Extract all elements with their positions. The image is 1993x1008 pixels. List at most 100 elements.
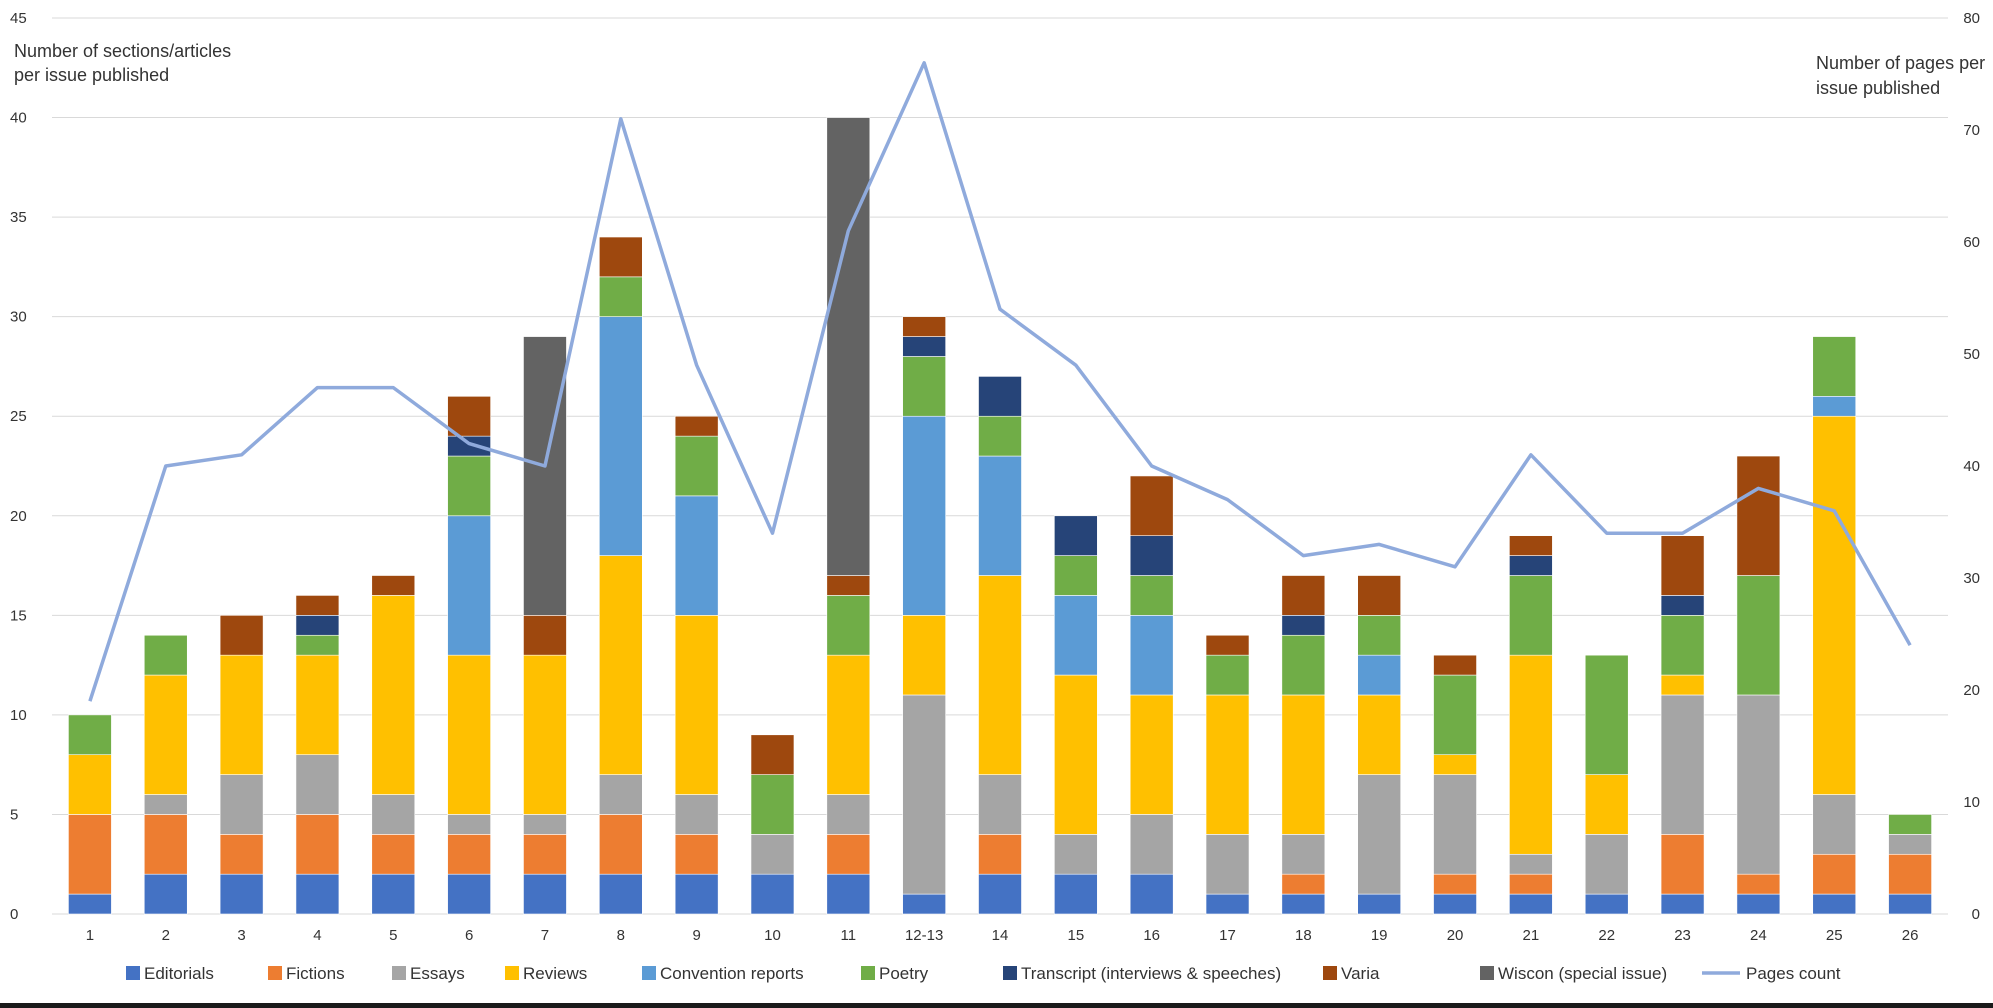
bar-segment-poetry-11 <box>826 595 871 656</box>
bar-segment-editorials-15 <box>1054 873 1098 915</box>
bar-segment-transcript-interviews-speeches-14 <box>978 376 1022 417</box>
x-tick-label-24: 24 <box>1750 927 1767 944</box>
bar-segment-editorials-2 <box>143 873 188 915</box>
bar-segment-fictions-14 <box>978 834 1022 875</box>
bar-stack-22 <box>1584 654 1629 915</box>
x-tick-label-10: 10 <box>764 927 781 944</box>
legend-swatch-varia <box>1323 966 1337 980</box>
bar-segment-varia-6 <box>447 396 491 437</box>
bar-segment-editorials-1 <box>68 893 112 915</box>
x-axis-ticks: 1 2 3 4 5 6 7 8 9 10 11 12-13 14 15 16 17 18 19 20 21 22 23 24… <box>86 927 1919 944</box>
bar-segment-essays-25 <box>1812 794 1857 855</box>
right-axis-title-line-1: Number of pages per <box>1816 53 1985 73</box>
bar-segment-editorials-11 <box>826 873 871 915</box>
bar-segment-poetry-9 <box>674 435 719 497</box>
bar-segment-reviews-15 <box>1054 674 1098 835</box>
bar-segment-varia-24 <box>1736 455 1781 576</box>
bar-segment-reviews-7 <box>523 654 567 815</box>
bar-segment-reviews-17 <box>1205 694 1250 835</box>
bar-segment-transcript-interviews-speeches-4 <box>295 615 340 636</box>
bar-stack-20 <box>1433 654 1477 915</box>
bar-segment-fictions-26 <box>1888 853 1932 895</box>
bar-segment-varia-20 <box>1433 654 1477 676</box>
x-tick-label-5: 5 <box>389 927 397 944</box>
x-tick-label-20: 20 <box>1447 927 1464 944</box>
bar-segment-varia-5 <box>371 575 416 596</box>
legend-label-varia: Varia <box>1341 964 1380 983</box>
bar-segment-transcript-interviews-speeches-21 <box>1509 555 1553 576</box>
bar-segment-essays-15 <box>1054 834 1098 875</box>
bar-segment-essays-18 <box>1281 834 1326 875</box>
legend-label-wiscon-special-issue: Wiscon (special issue) <box>1498 964 1667 983</box>
right-tick-label-50: 50 <box>1963 346 1980 363</box>
left-axis-ticks: 0 5 10 15 20 25 30 35 40 45 <box>10 10 27 923</box>
bar-segment-reviews-4 <box>295 654 340 756</box>
right-axis-title: Number of pages per issue published <box>1816 53 1990 98</box>
bar-segment-editorials-4 <box>295 873 340 915</box>
bar-segment-editorials-24 <box>1736 893 1781 915</box>
bar-segment-essays-23 <box>1660 694 1705 835</box>
legend-swatch-essays <box>392 966 406 980</box>
bar-segment-essays-20 <box>1433 774 1477 875</box>
bar-segment-editorials-10 <box>750 873 795 915</box>
bar-segment-fictions-25 <box>1812 853 1857 895</box>
legend-item-editorials: Editorials <box>126 964 214 983</box>
bar-segment-fictions-21 <box>1509 873 1553 895</box>
x-tick-label-15: 15 <box>1067 927 1084 944</box>
bar-segment-convention-reports-25 <box>1812 396 1857 417</box>
bar-segment-reviews-14 <box>978 575 1022 775</box>
left-tick-label-15: 15 <box>10 607 27 624</box>
bar-segment-fictions-7 <box>523 834 567 875</box>
bar-segment-poetry-6 <box>447 455 491 517</box>
bar-segment-essays-16 <box>1129 814 1174 875</box>
x-tick-label-6: 6 <box>465 927 473 944</box>
bar-segment-convention-reports-14 <box>978 455 1022 576</box>
bar-segment-reviews-19 <box>1357 694 1401 775</box>
left-tick-label-0: 0 <box>10 906 18 923</box>
legend-item-reviews: Reviews <box>505 964 587 983</box>
bar-segment-varia-23 <box>1660 535 1705 596</box>
right-axis-title-line-2: issue published <box>1816 78 1940 98</box>
bar-segment-fictions-3 <box>219 834 264 875</box>
bar-segment-fictions-2 <box>143 814 188 875</box>
bar-stack-26 <box>1888 814 1932 915</box>
bar-stack-23 <box>1660 535 1705 915</box>
bar-segment-reviews-12-13 <box>902 615 946 696</box>
bar-segment-varia-18 <box>1281 575 1326 616</box>
bar-segment-essays-26 <box>1888 834 1932 855</box>
bar-stack-1 <box>68 714 112 915</box>
legend-item-pages-count: Pages count <box>1702 964 1841 983</box>
x-tick-label-21: 21 <box>1523 927 1540 944</box>
bar-segment-varia-4 <box>295 595 340 616</box>
bar-segment-editorials-9 <box>674 873 719 915</box>
bar-segment-poetry-15 <box>1054 555 1098 596</box>
bar-segment-varia-11 <box>826 575 871 596</box>
left-tick-label-10: 10 <box>10 707 27 724</box>
bar-segment-poetry-16 <box>1129 575 1174 616</box>
left-tick-label-20: 20 <box>10 508 27 525</box>
bar-segment-reviews-11 <box>826 654 871 795</box>
bar-segment-reviews-8 <box>598 555 643 775</box>
bar-segment-varia-21 <box>1509 535 1553 556</box>
legend-label-pages-count: Pages count <box>1746 964 1841 983</box>
bar-segment-convention-reports-12-13 <box>902 415 946 616</box>
x-tick-label-1: 1 <box>86 927 94 944</box>
bar-segment-transcript-interviews-speeches-12-13 <box>902 336 946 357</box>
x-tick-label-3: 3 <box>237 927 245 944</box>
bar-segment-reviews-23 <box>1660 674 1705 696</box>
bar-segment-essays-14 <box>978 774 1022 835</box>
bar-stack-14 <box>978 376 1022 915</box>
legend-swatch-transcript-interviews-speeches <box>1003 966 1017 980</box>
bar-segment-editorials-12-13 <box>902 893 946 915</box>
bar-segment-editorials-21 <box>1509 893 1553 915</box>
x-tick-label-11: 11 <box>841 927 857 944</box>
x-tick-label-23: 23 <box>1674 927 1691 944</box>
bar-segment-poetry-20 <box>1433 674 1477 756</box>
bar-segment-fictions-23 <box>1660 834 1705 895</box>
bar-segment-poetry-10 <box>750 774 795 835</box>
legend-item-poetry: Poetry <box>861 964 929 983</box>
bar-segment-editorials-25 <box>1812 893 1857 915</box>
bar-segment-essays-17 <box>1205 834 1250 895</box>
bar-stack-7 <box>523 336 567 915</box>
